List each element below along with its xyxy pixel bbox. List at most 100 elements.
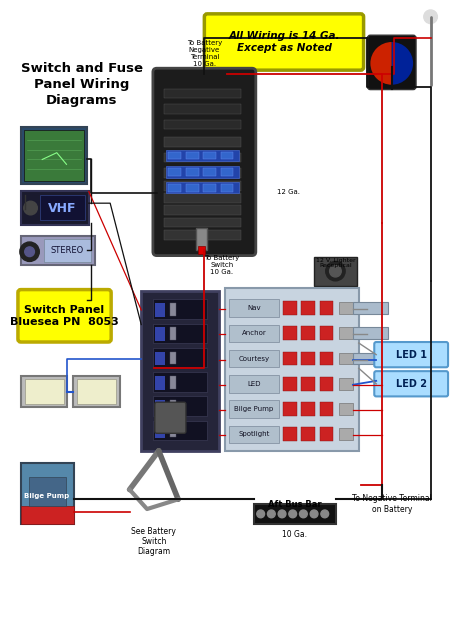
- Bar: [203, 168, 216, 176]
- Bar: [164, 104, 241, 114]
- FancyBboxPatch shape: [18, 290, 111, 342]
- Bar: [44, 239, 91, 262]
- Bar: [170, 352, 176, 365]
- Text: Switch and Fuse
Panel Wiring
Diagrams: Switch and Fuse Panel Wiring Diagrams: [21, 63, 143, 107]
- FancyBboxPatch shape: [155, 402, 186, 433]
- Circle shape: [300, 510, 307, 517]
- Bar: [228, 350, 279, 367]
- Bar: [155, 327, 164, 341]
- Text: Bilge Pump: Bilge Pump: [25, 493, 70, 498]
- Bar: [186, 152, 199, 160]
- Bar: [77, 379, 116, 404]
- Bar: [164, 230, 241, 240]
- Bar: [153, 348, 207, 367]
- Bar: [339, 378, 353, 389]
- Bar: [153, 300, 207, 319]
- Circle shape: [310, 510, 318, 517]
- Bar: [164, 181, 241, 191]
- Text: To Battery
Negative
Terminal
10 Ga.: To Battery Negative Terminal 10 Ga.: [187, 40, 222, 67]
- Bar: [339, 302, 353, 314]
- Text: Switch Panel
Bluesea PN  8053: Switch Panel Bluesea PN 8053: [10, 305, 119, 327]
- Bar: [320, 352, 334, 365]
- Bar: [168, 168, 181, 176]
- FancyBboxPatch shape: [374, 342, 448, 367]
- Bar: [164, 218, 241, 227]
- Bar: [155, 352, 164, 365]
- Bar: [228, 375, 279, 392]
- Bar: [353, 302, 388, 314]
- Bar: [73, 376, 120, 407]
- Bar: [320, 428, 334, 441]
- Bar: [301, 326, 315, 340]
- Bar: [314, 257, 357, 286]
- Bar: [21, 236, 95, 266]
- Bar: [155, 303, 164, 317]
- Text: See Battery
Switch
Diagram: See Battery Switch Diagram: [131, 527, 176, 556]
- Bar: [21, 191, 89, 225]
- Bar: [164, 137, 241, 147]
- Bar: [164, 205, 241, 215]
- Circle shape: [329, 266, 341, 277]
- Bar: [164, 89, 241, 98]
- Bar: [221, 184, 234, 191]
- Text: VHF: VHF: [48, 202, 77, 215]
- Text: Anchor: Anchor: [241, 331, 266, 336]
- Bar: [170, 400, 176, 413]
- Bar: [164, 194, 241, 203]
- Text: To Negative Terminal
on Battery: To Negative Terminal on Battery: [352, 495, 432, 514]
- Bar: [21, 506, 74, 524]
- Bar: [228, 400, 279, 418]
- Bar: [301, 428, 315, 441]
- Text: Aft Bus Bar: Aft Bus Bar: [268, 500, 321, 509]
- Bar: [165, 150, 239, 162]
- Text: Bilge Pump: Bilge Pump: [234, 406, 273, 412]
- Text: LED: LED: [247, 381, 261, 387]
- Bar: [221, 168, 234, 176]
- Bar: [141, 290, 219, 451]
- Bar: [320, 377, 334, 391]
- Bar: [301, 352, 315, 365]
- Bar: [283, 428, 297, 441]
- Wedge shape: [392, 42, 413, 85]
- Bar: [186, 184, 199, 191]
- Bar: [21, 376, 67, 407]
- Circle shape: [20, 242, 39, 261]
- Bar: [353, 327, 388, 339]
- Bar: [339, 327, 353, 339]
- Circle shape: [321, 510, 328, 517]
- Bar: [196, 228, 207, 250]
- Bar: [164, 168, 241, 178]
- Bar: [221, 152, 234, 160]
- Bar: [283, 301, 297, 315]
- Bar: [339, 353, 353, 365]
- Bar: [320, 326, 334, 340]
- Text: LED 2: LED 2: [396, 379, 427, 389]
- Bar: [165, 182, 239, 194]
- Text: Courtesy: Courtesy: [238, 355, 269, 361]
- Bar: [168, 152, 181, 160]
- Bar: [320, 402, 334, 416]
- Bar: [283, 352, 297, 365]
- Circle shape: [24, 201, 37, 215]
- Text: LED 1: LED 1: [396, 350, 427, 360]
- Bar: [225, 288, 359, 451]
- Bar: [21, 128, 87, 184]
- Bar: [155, 425, 164, 438]
- Bar: [153, 396, 207, 416]
- Text: STEREO: STEREO: [51, 246, 84, 255]
- Bar: [203, 184, 216, 191]
- Bar: [21, 464, 74, 524]
- Bar: [25, 379, 64, 404]
- Circle shape: [278, 510, 286, 517]
- Bar: [283, 377, 297, 391]
- Bar: [353, 353, 388, 365]
- Bar: [170, 303, 176, 316]
- Bar: [186, 168, 199, 176]
- Wedge shape: [370, 42, 392, 85]
- Text: 12 Ga.: 12 Ga.: [277, 189, 300, 194]
- Bar: [168, 184, 181, 191]
- Circle shape: [25, 247, 35, 257]
- Circle shape: [326, 261, 345, 281]
- Bar: [170, 376, 176, 389]
- Bar: [301, 301, 315, 315]
